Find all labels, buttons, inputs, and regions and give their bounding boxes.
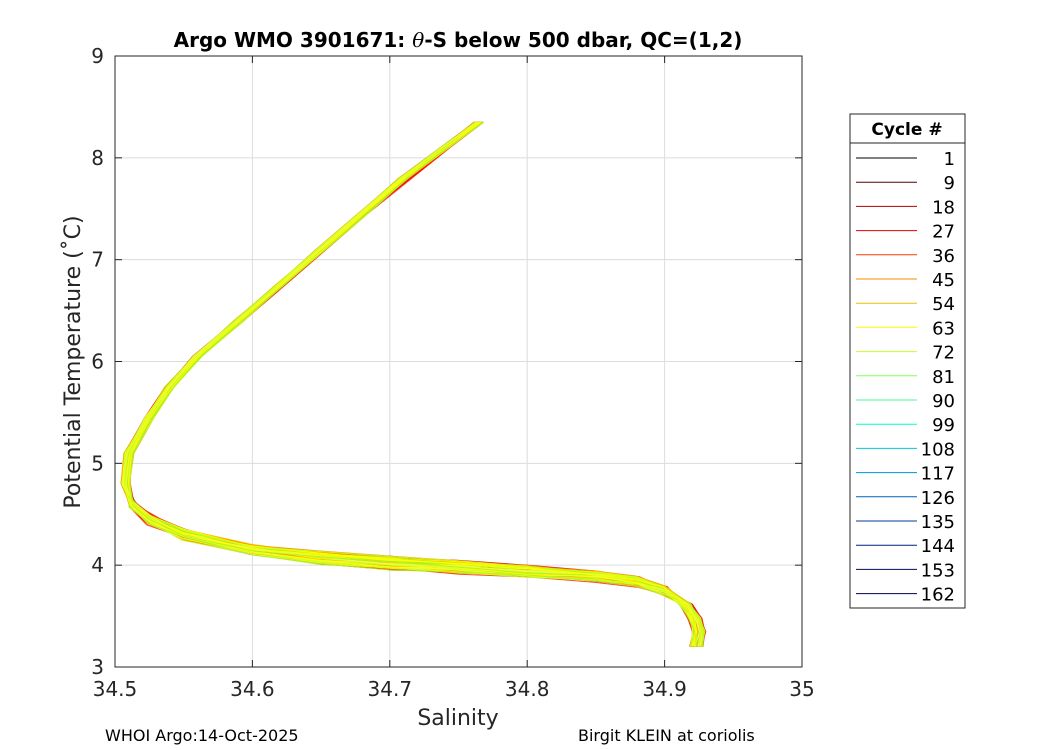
y-tick-label: 3 bbox=[91, 655, 104, 679]
x-tick-label: 35 bbox=[789, 677, 814, 701]
legend-label: 27 bbox=[932, 222, 955, 243]
y-tick-label: 6 bbox=[91, 350, 104, 374]
legend-label: 81 bbox=[932, 367, 955, 388]
legend-label: 36 bbox=[932, 246, 955, 267]
legend-label: 108 bbox=[921, 439, 955, 460]
y-tick-label: 7 bbox=[91, 248, 104, 272]
y-tick-label: 5 bbox=[91, 451, 104, 475]
profile-line bbox=[128, 121, 697, 647]
legend-label: 153 bbox=[921, 560, 955, 581]
profile-line bbox=[128, 147, 705, 647]
legend-label: 144 bbox=[921, 536, 955, 557]
y-tick-label: 4 bbox=[91, 553, 104, 577]
legend-label: 90 bbox=[932, 391, 955, 412]
legend-box bbox=[849, 113, 966, 609]
legend: Cycle # 19182736455463728190991081171261… bbox=[849, 113, 966, 609]
profile-line bbox=[124, 121, 706, 647]
legend-label: 135 bbox=[921, 512, 955, 533]
axis-ticks bbox=[114, 55, 803, 668]
legend-label: 72 bbox=[932, 343, 955, 364]
x-tick-label: 34.7 bbox=[368, 677, 413, 701]
legend-title: Cycle # bbox=[871, 120, 942, 140]
footer-right: Birgit KLEIN at coriolis bbox=[578, 726, 755, 745]
plot-area bbox=[114, 55, 803, 668]
x-tick-label: 34.5 bbox=[93, 677, 138, 701]
y-tick-label: 9 bbox=[91, 44, 104, 68]
legend-label: 162 bbox=[921, 585, 955, 606]
x-tick-label: 34.8 bbox=[505, 677, 550, 701]
legend-label: 117 bbox=[921, 464, 955, 485]
legend-label: 45 bbox=[932, 270, 955, 291]
chart-title: Argo WMO 3901671: θ-S below 500 dbar, QC… bbox=[174, 28, 743, 52]
legend-items: 1 9 18 27 36 45 54 63 72 81 90 99 108 117 126 135 144 153… bbox=[856, 149, 955, 606]
chart-title-theta: θ bbox=[412, 28, 424, 52]
chart-title-suffix: -S below 500 dbar, QC=(1,2) bbox=[424, 28, 742, 52]
x-axis-label: Salinity bbox=[417, 706, 498, 731]
chart-title-prefix: Argo WMO 3901671: bbox=[174, 28, 413, 52]
legend-label: 1 bbox=[944, 149, 955, 170]
x-tick-label: 34.6 bbox=[230, 677, 275, 701]
legend-label: 18 bbox=[932, 197, 955, 218]
y-axis-label: Potential Temperature (˚C) bbox=[61, 215, 86, 508]
y-tick-label: 8 bbox=[91, 146, 104, 170]
theta-s-curves bbox=[120, 121, 707, 647]
x-tick-label: 34.9 bbox=[642, 677, 687, 701]
profile-line bbox=[128, 121, 697, 647]
legend-label: 63 bbox=[932, 318, 955, 339]
legend-label: 9 bbox=[944, 173, 955, 194]
legend-label: 54 bbox=[932, 294, 955, 315]
footer-left: WHOI Argo:14-Oct-2025 bbox=[105, 726, 299, 745]
legend-label: 126 bbox=[921, 488, 955, 509]
legend-label: 99 bbox=[932, 415, 955, 436]
x-tick-labels: 34.5 34.6 34.7 34.8 34.9 35 bbox=[93, 677, 815, 701]
y-tick-labels: 3 4 5 6 7 8 9 bbox=[91, 44, 104, 679]
